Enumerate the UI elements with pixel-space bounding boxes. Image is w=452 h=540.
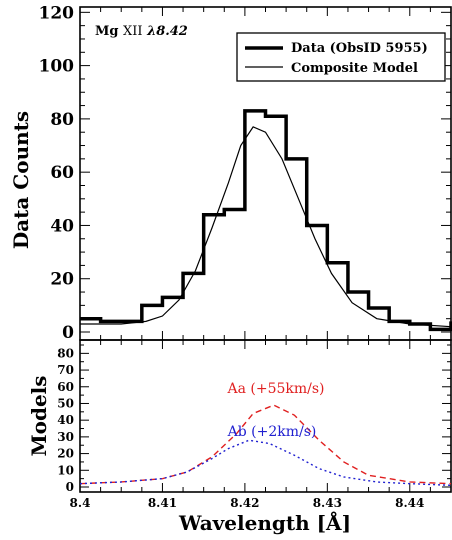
top-ylabel: Data Counts — [9, 111, 33, 249]
series-label-ab: Ab (+2km/s) — [227, 424, 317, 440]
legend-model-label: Composite Model — [291, 61, 418, 76]
x-tick-label: 8.42 — [230, 496, 259, 510]
y-tick-label: 60 — [57, 380, 74, 394]
bottom-panel: 8.4 8.41 8.42 8.43 8.44 0 10 20 30 40 50 60 70 80 Aa … — [27, 339, 452, 535]
y-tick-label: 20 — [50, 270, 74, 290]
y-tick-label: 30 — [57, 430, 74, 444]
annotation-suffix: λ8.42 — [143, 24, 188, 39]
y-tick-label: 40 — [50, 216, 74, 236]
xlabel: Wavelength [Å] — [178, 511, 351, 535]
y-tick-label: 120 — [39, 3, 75, 23]
legend: Data (ObsID 5955) Composite Model — [236, 32, 446, 82]
y-tick-label: 10 — [57, 463, 74, 477]
y-tick-label: 80 — [50, 110, 74, 130]
y-tick-label: 70 — [57, 363, 74, 377]
y-tick-label: 100 — [39, 57, 75, 77]
y-tick-label: 50 — [57, 396, 74, 410]
composite-model-line — [80, 126, 452, 328]
top-panel: 0 20 40 60 80 100 120 Mg XII λ8.42 Data (ObsID… — [9, 3, 452, 343]
bottom-ylabel: Models — [27, 375, 51, 456]
x-tick-label: 8.43 — [313, 496, 342, 510]
y-tick-label: 80 — [57, 346, 74, 360]
x-tick-label: 8.41 — [148, 496, 177, 510]
legend-data-label: Data (ObsID 5955) — [291, 41, 428, 56]
series-label-aa: Aa (+55km/s) — [226, 381, 324, 397]
top-ticks: 0 20 40 60 80 100 120 — [39, 3, 452, 343]
bottom-plot-frame — [79, 339, 452, 493]
y-tick-label: 0 — [62, 323, 74, 343]
annotation-prefix: Mg — [95, 24, 123, 39]
model-ab-line — [79, 439, 452, 487]
bottom-ticks: 8.4 8.41 8.42 8.43 8.44 0 10 20 30 40 50 60 70 80 — [57, 340, 452, 510]
ion-annotation: Mg XII λ8.42 — [95, 24, 188, 39]
bottom-series — [79, 404, 452, 487]
annotation-ion: XII — [123, 24, 143, 39]
x-tick-label: 8.4 — [70, 496, 91, 510]
data-step-line — [80, 109, 452, 332]
model-aa-line — [79, 404, 452, 485]
top-series — [80, 109, 452, 332]
legend-box — [236, 32, 446, 82]
y-tick-label: 40 — [57, 413, 74, 427]
y-tick-label: 60 — [50, 163, 74, 183]
y-tick-label: 20 — [57, 447, 74, 461]
x-tick-label: 8.44 — [395, 496, 424, 510]
y-tick-label: 0 — [66, 480, 74, 494]
